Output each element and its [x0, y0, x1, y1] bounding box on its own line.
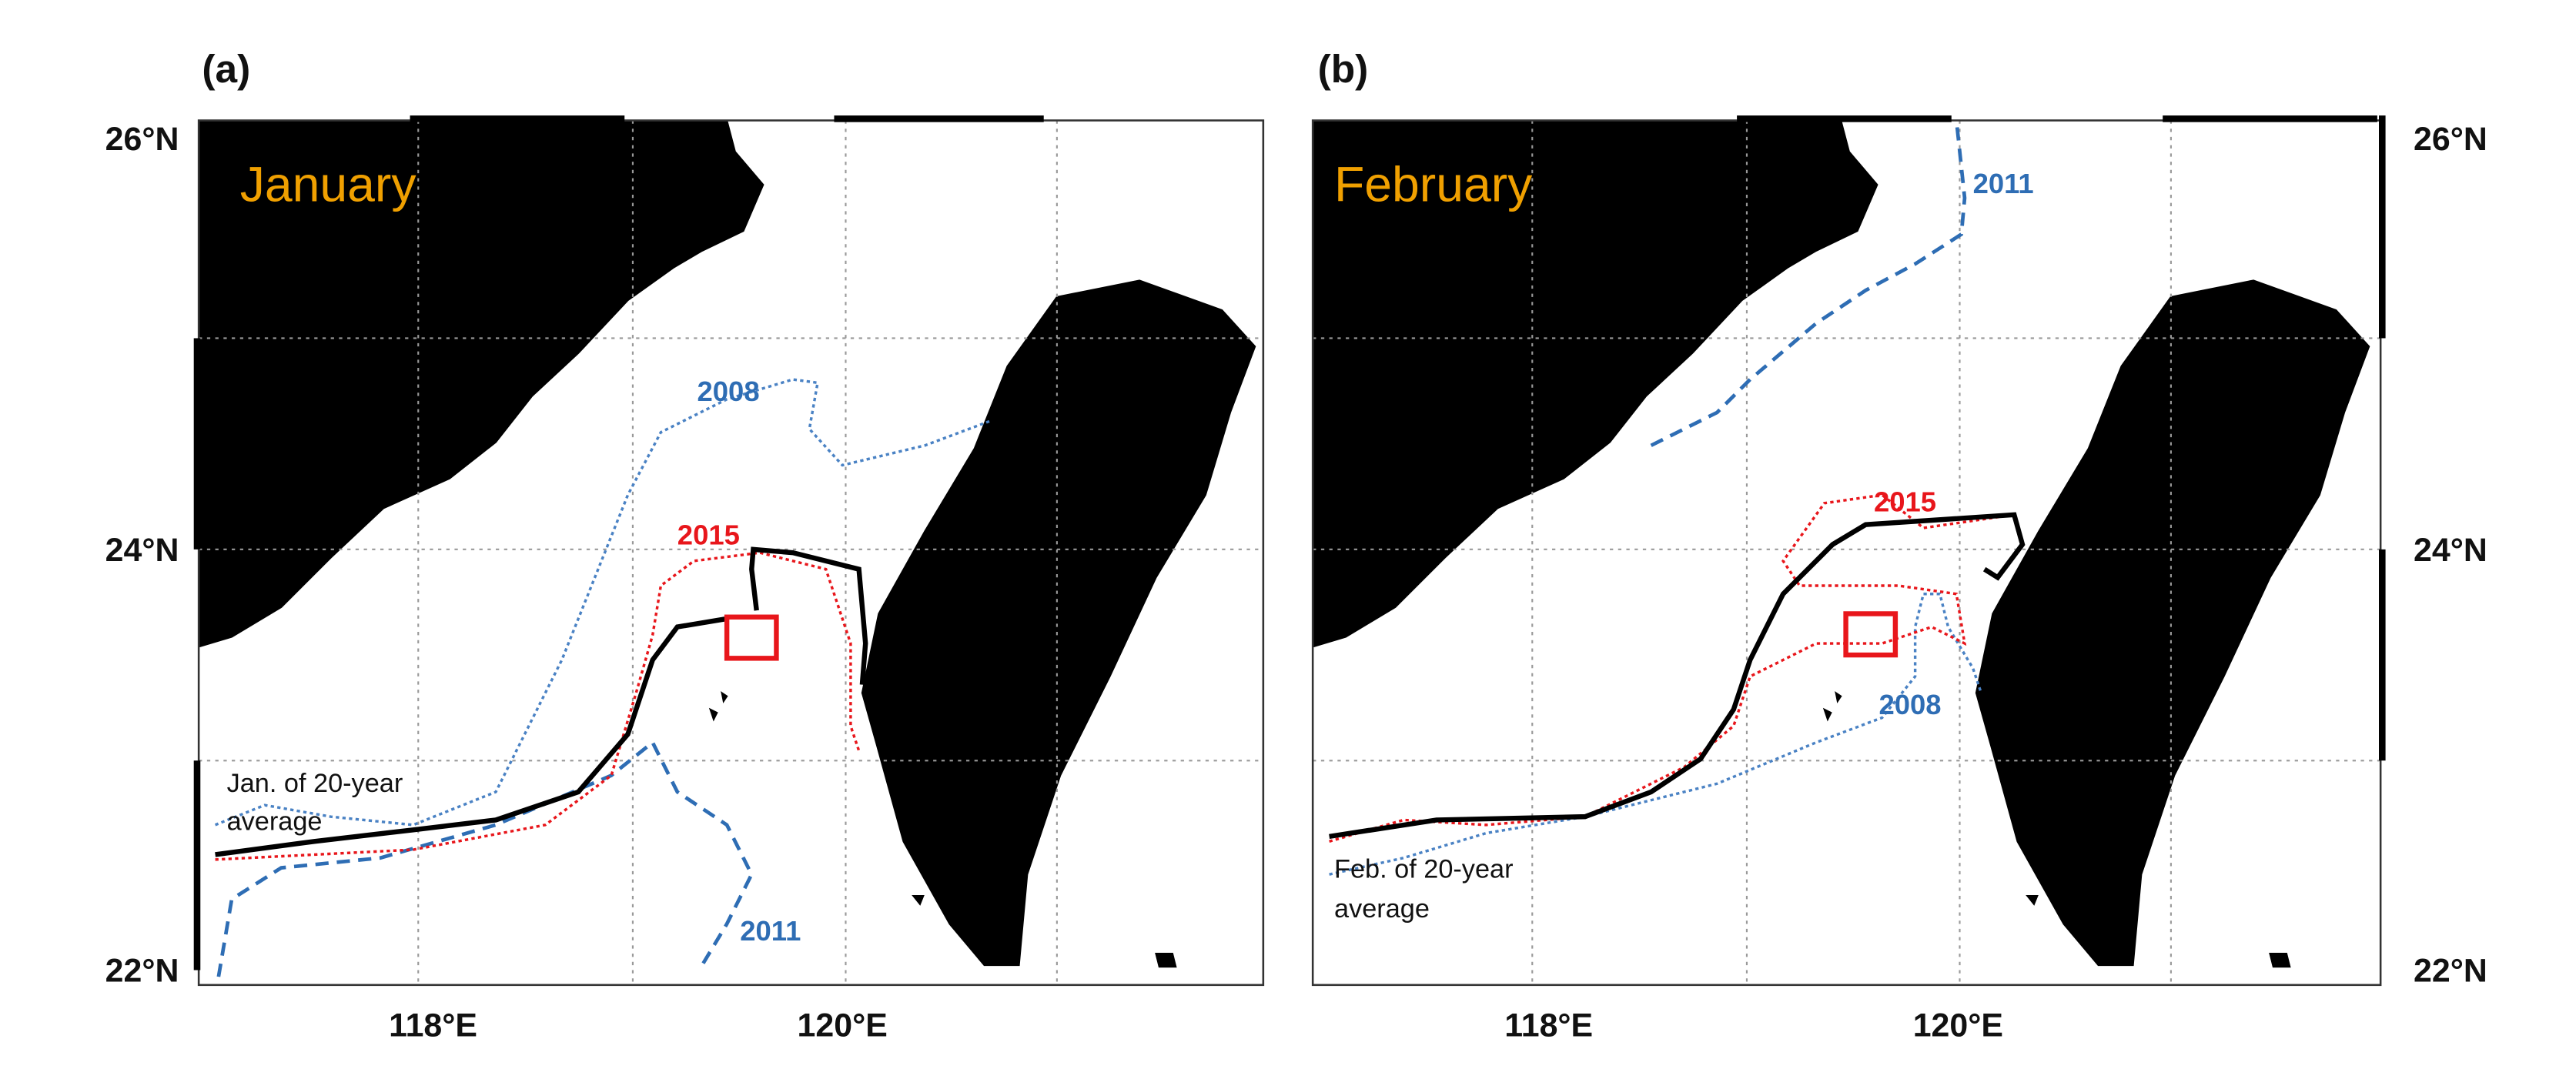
panel-b: (b) February 2011 2015 2008 Feb. of 20-y… [1311, 46, 2487, 1044]
frame-bar [2379, 549, 2386, 761]
year-label: 2011 [740, 915, 801, 947]
contour-2011 [1650, 120, 1967, 447]
year-label: 2011 [1973, 168, 2034, 199]
contour-2008 [1329, 593, 1982, 876]
lat-label: 24°N [2414, 532, 2487, 569]
average-label: average [227, 807, 323, 836]
year-label: 2008 [1878, 689, 1941, 720]
grid [199, 120, 1263, 985]
lat-label: 22°N [105, 953, 179, 990]
average-label: Jan. of 20-year [227, 769, 403, 798]
lat-label: 24°N [105, 532, 179, 569]
contour-2015 [215, 551, 861, 861]
contour-2008 [214, 378, 992, 827]
contour-average [215, 616, 728, 857]
land [1313, 120, 2370, 968]
year-label: 2015 [677, 519, 740, 550]
year-label: 2008 [698, 376, 760, 407]
study-box [724, 614, 779, 661]
frame-bar [1737, 115, 1952, 122]
average-label: average [1334, 894, 1430, 924]
lat-label: 26°N [105, 121, 179, 158]
map [1313, 120, 2381, 985]
frame-bar [2163, 115, 2377, 122]
frame [197, 119, 1265, 987]
study-box [1843, 611, 1899, 658]
panel-label: (a) [202, 46, 250, 91]
month-title: January [240, 157, 417, 212]
lon-label: 118°E [1504, 1007, 1593, 1044]
map [199, 120, 1263, 985]
panel-label: (b) [1318, 46, 1369, 91]
year-label: 2015 [1874, 486, 1936, 518]
contour-average [749, 546, 868, 685]
lon-label: 118°E [389, 1007, 477, 1044]
lon-label: 120°E [798, 1007, 888, 1044]
average-label: Feb. of 20-year [1334, 854, 1513, 884]
frame-bar [2379, 115, 2386, 339]
frame-bar [410, 115, 625, 122]
frame-bar [834, 115, 1044, 122]
contour-average [1329, 512, 2026, 840]
lat-label: 26°N [2414, 121, 2487, 158]
grid [1313, 120, 2381, 985]
lat-label: 22°N [2414, 953, 2487, 990]
frame-bar [193, 760, 201, 970]
frame-bar [193, 338, 201, 550]
lon-label: 120°E [1913, 1007, 2003, 1044]
contour-2011 [216, 740, 754, 977]
month-title: February [1334, 157, 1533, 212]
panel-a: (a) January 2008 2015 2011 Jan. of 20-ye… [105, 46, 1265, 1044]
